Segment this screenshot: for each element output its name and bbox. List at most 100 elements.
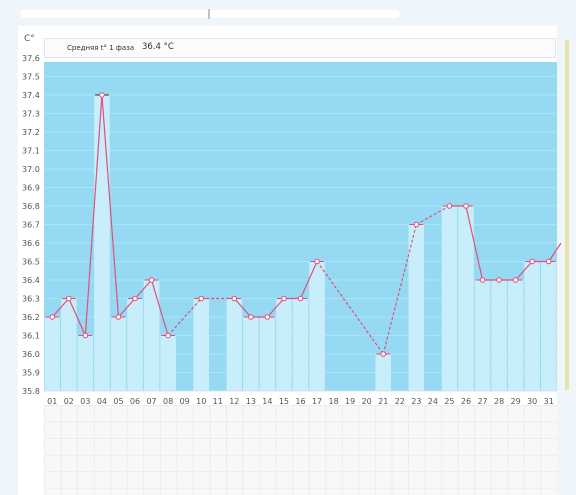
x-tick-label: 28 [494, 397, 504, 406]
y-tick-label: 37.6 [22, 54, 40, 63]
series-line [118, 298, 136, 318]
data-point [231, 295, 238, 302]
y-tick-label: 37.4 [22, 91, 40, 100]
x-tick-label: 18 [329, 397, 339, 406]
horizontal-scrollbar[interactable] [20, 10, 400, 18]
series-line [84, 94, 103, 336]
x-tick-label: 26 [461, 397, 471, 406]
x-tick-label: 01 [47, 397, 57, 406]
temperature-bar [77, 335, 94, 391]
x-tick-label: 21 [378, 397, 388, 406]
data-point [463, 203, 469, 209]
x-tick-label: 15 [279, 397, 289, 406]
x-tick-label: 20 [362, 397, 372, 406]
y-tick-label: 36.1 [22, 332, 40, 341]
y-tick-label: 36.3 [22, 295, 40, 304]
average-temperature-value: 36.4 °C [142, 42, 174, 52]
data-point [446, 203, 453, 209]
y-tick-label: 36.2 [22, 313, 40, 322]
temperature-bar [540, 261, 557, 391]
y-tick-label: 36.4 [22, 276, 40, 285]
notes-grid[interactable] [44, 405, 557, 495]
data-point [66, 295, 72, 302]
series-line [134, 279, 153, 299]
series-line [299, 261, 318, 299]
x-tick-label: 22 [395, 397, 405, 406]
x-tick-label: 27 [477, 397, 487, 406]
x-tick-label: 16 [295, 397, 305, 406]
temperature-bar [259, 317, 276, 391]
series-line [233, 298, 252, 318]
y-tick-label: 36.7 [22, 221, 40, 230]
temperature-bar [507, 280, 524, 391]
x-tick-label: 29 [511, 397, 521, 406]
x-tick-label: 02 [64, 397, 74, 406]
temperature-bar [458, 206, 474, 391]
data-point [132, 295, 138, 302]
y-tick-label: 37.5 [22, 73, 40, 82]
x-tick-label: 31 [544, 397, 554, 406]
temperature-bar [375, 354, 392, 391]
x-tick-label: 23 [411, 397, 421, 406]
data-point [512, 277, 519, 283]
temperature-bar [441, 206, 458, 391]
temperature-bar [143, 280, 160, 391]
x-tick-label: 13 [246, 397, 256, 406]
series-line [150, 279, 169, 336]
data-point [380, 351, 387, 357]
x-tick-label: 24 [428, 397, 438, 406]
x-tick-label: 10 [196, 397, 206, 406]
chart-top-gap [44, 58, 557, 62]
series-line [266, 298, 285, 318]
temperature-bar [61, 298, 77, 391]
data-point [496, 277, 502, 283]
temperature-bar [292, 298, 309, 391]
data-point [413, 221, 420, 228]
series-line [465, 205, 484, 281]
x-tick-label: 30 [527, 397, 537, 406]
data-point [248, 314, 254, 320]
x-tick-label: 06 [130, 397, 140, 406]
series-line [167, 298, 202, 336]
y-tick-label: 37.0 [22, 165, 40, 174]
data-point [198, 295, 205, 302]
temperature-bar [491, 280, 507, 391]
x-tick-label: 11 [213, 397, 223, 406]
series-line [416, 205, 450, 226]
x-tick-label: 03 [80, 397, 90, 406]
data-point [545, 258, 552, 265]
x-tick-label: 14 [262, 397, 272, 406]
y-tick-label: 36.0 [22, 350, 40, 359]
x-tick-label: 12 [229, 397, 239, 406]
x-tick-label: 17 [312, 397, 322, 406]
x-tick-label: 04 [97, 397, 107, 406]
series-line [101, 94, 120, 318]
series-line [316, 261, 384, 355]
x-tick-label: 09 [180, 397, 190, 406]
temperature-bar [94, 95, 110, 391]
average-temperature-box: Средняя t° 1 фаза 36.4 °C [44, 38, 556, 58]
y-tick-label: 37.2 [22, 128, 40, 137]
data-point [82, 332, 89, 339]
temperature-bar [408, 224, 425, 391]
series-line [515, 261, 533, 281]
x-tick-label: 19 [345, 397, 355, 406]
data-point [165, 332, 171, 339]
temperature-bar [110, 317, 127, 391]
data-point [148, 277, 155, 283]
temperature-bar [160, 335, 176, 391]
x-tick-label: 25 [444, 397, 454, 406]
ovulation-marker [565, 40, 569, 390]
temperature-bar [474, 280, 491, 391]
scrollbar-handle[interactable] [208, 9, 210, 19]
average-temperature-label: Средняя t° 1 фаза [67, 44, 135, 52]
data-point [115, 314, 122, 320]
data-point [99, 92, 105, 98]
x-tick-label: 05 [113, 397, 123, 406]
y-tick-label: 35.9 [22, 369, 40, 378]
y-tick-label: 36.6 [22, 239, 40, 248]
temperature-bar [309, 261, 325, 391]
x-tick-label: 08 [163, 397, 173, 406]
temperature-bar [44, 317, 61, 391]
